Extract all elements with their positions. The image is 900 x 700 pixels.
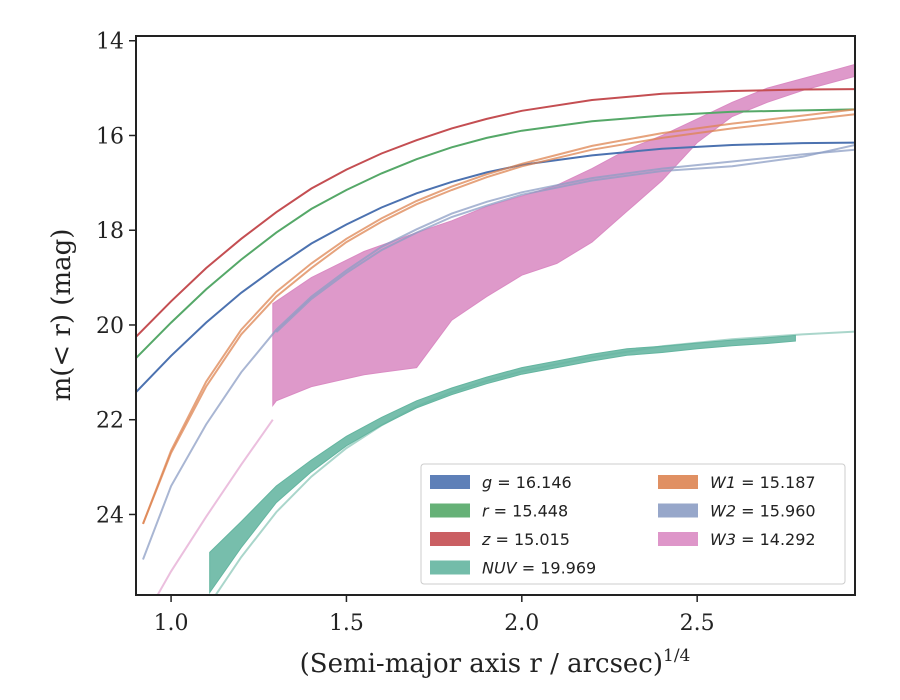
legend-swatch-g <box>430 475 470 489</box>
legend-frame <box>420 463 846 585</box>
x-axis-ticks: 1.0 1.5 2.0 2.5 <box>154 595 715 636</box>
x-tick-label: 2.0 <box>504 611 539 636</box>
x-tick-label: 2.5 <box>680 611 715 636</box>
y-tick-label: 16 <box>96 124 124 149</box>
series-w1-line-2 <box>142 108 855 525</box>
legend-label-w2: W2 = 15.960 <box>710 502 816 521</box>
series-lines <box>136 88 855 560</box>
legend-label-r: r = 15.448 <box>482 502 568 521</box>
y-tick-label: 20 <box>96 314 124 339</box>
series-r-line-1 <box>136 108 855 359</box>
series-w2-line-2 <box>275 144 855 333</box>
series-nuv-band <box>209 334 796 595</box>
y-axis-ticks: 14 16 18 20 22 24 <box>96 30 136 528</box>
legend-label-nuv: NUV = 19.969 <box>482 559 596 578</box>
y-tick-label: 18 <box>96 219 124 244</box>
y-tick-label: 22 <box>96 409 124 434</box>
legend: g = 16.146 r = 15.448 z = 15.015 NUV = 19.9… <box>420 463 846 585</box>
x-axis-label-superscript: 1/4 <box>663 646 690 666</box>
series-g-line-1 <box>136 141 855 393</box>
legend-swatch-z <box>430 532 470 546</box>
legend-label-w3: W3 = 14.292 <box>710 530 816 549</box>
axes-frame <box>135 35 856 596</box>
legend-swatch-w3 <box>658 532 698 546</box>
x-axis-label: (Semi-major axis r / arcsec)1/4 <box>300 646 691 679</box>
x-tick-label: 1.5 <box>329 611 364 636</box>
series-w1-line-1 <box>142 113 855 525</box>
legend-label-g: g = 16.146 <box>482 473 572 492</box>
y-axis-label: m(< r) (mag) <box>47 229 77 402</box>
legend-entries: g = 16.146 r = 15.448 z = 15.015 NUV = 19.9… <box>430 473 816 578</box>
legend-swatch-r <box>430 503 470 518</box>
x-tick-label: 1.0 <box>154 611 189 636</box>
series-w2-line-1 <box>142 148 855 560</box>
legend-swatch-w2 <box>658 503 698 518</box>
x-axis-label-main: (Semi-major axis r / arcsec) <box>300 649 663 679</box>
legend-swatch-nuv <box>430 560 470 575</box>
series-w3-extension-line <box>156 419 274 595</box>
y-tick-label: 24 <box>96 503 124 528</box>
legend-label-z: z = 15.015 <box>481 530 570 549</box>
series-z-line-1 <box>136 88 855 338</box>
y-tick-label: 14 <box>96 30 124 55</box>
legend-label-w1: W1 = 15.187 <box>710 473 816 492</box>
plot-area <box>136 63 855 595</box>
legend-swatch-w1 <box>658 475 698 489</box>
